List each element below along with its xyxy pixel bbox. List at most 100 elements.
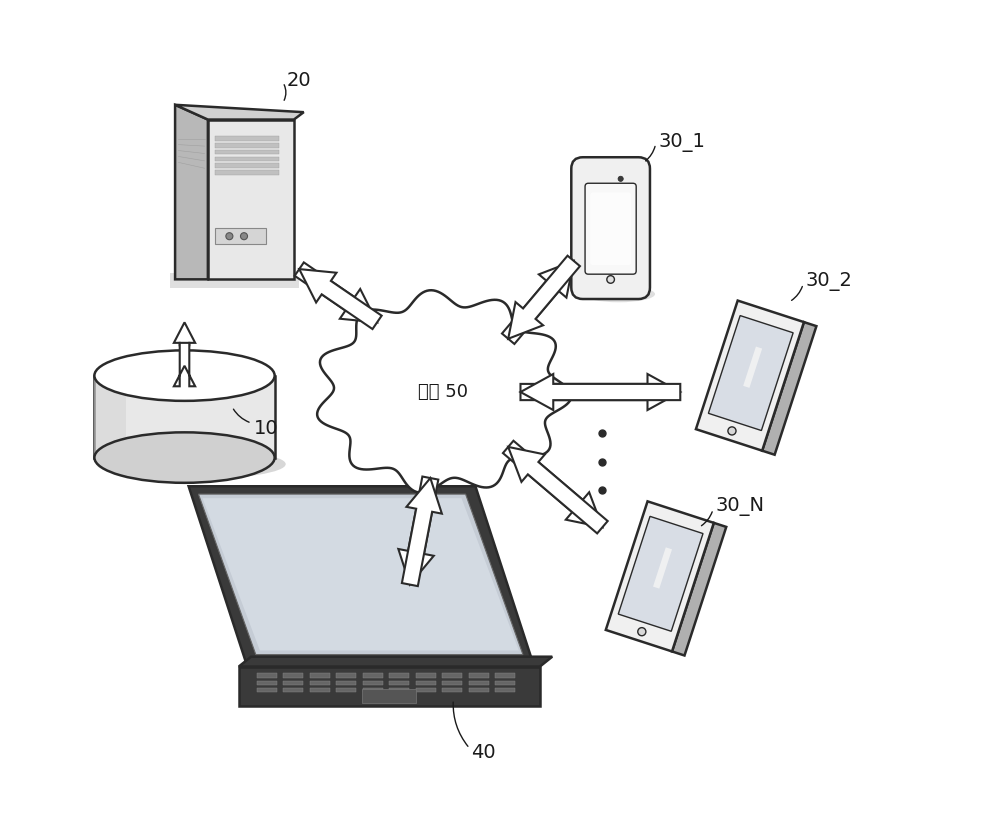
Bar xyxy=(239,667,540,706)
Polygon shape xyxy=(508,256,580,339)
Polygon shape xyxy=(174,323,195,346)
Polygon shape xyxy=(253,666,539,672)
Bar xyxy=(442,688,462,692)
Text: 20: 20 xyxy=(287,71,312,90)
Bar xyxy=(362,689,416,703)
Polygon shape xyxy=(189,486,533,662)
Polygon shape xyxy=(502,261,574,344)
Bar xyxy=(336,688,356,692)
Polygon shape xyxy=(520,374,680,410)
Polygon shape xyxy=(208,120,294,280)
Ellipse shape xyxy=(434,329,558,446)
Bar xyxy=(416,688,436,692)
Bar xyxy=(215,170,279,175)
Bar xyxy=(215,229,266,244)
Circle shape xyxy=(728,427,736,435)
Bar xyxy=(363,688,383,692)
Bar xyxy=(257,673,277,677)
Bar xyxy=(389,681,409,685)
Ellipse shape xyxy=(310,362,405,456)
Polygon shape xyxy=(653,547,672,588)
Bar xyxy=(283,681,303,685)
Circle shape xyxy=(638,628,646,636)
FancyBboxPatch shape xyxy=(571,158,650,299)
Text: 网络 50: 网络 50 xyxy=(418,383,468,401)
Polygon shape xyxy=(402,478,442,586)
Bar xyxy=(469,673,489,677)
Ellipse shape xyxy=(419,307,519,402)
Bar xyxy=(416,673,436,677)
Bar xyxy=(469,681,489,685)
Polygon shape xyxy=(317,290,571,493)
Polygon shape xyxy=(503,441,602,527)
Bar xyxy=(283,673,303,677)
Polygon shape xyxy=(398,477,438,585)
Bar xyxy=(442,673,462,677)
Text: 30_N: 30_N xyxy=(716,497,765,516)
Polygon shape xyxy=(672,523,726,656)
Polygon shape xyxy=(583,288,648,292)
Polygon shape xyxy=(174,343,195,386)
Text: 30_1: 30_1 xyxy=(658,133,705,152)
Bar xyxy=(215,163,279,167)
Bar xyxy=(416,681,436,685)
Bar xyxy=(310,681,330,685)
Ellipse shape xyxy=(367,307,466,402)
Polygon shape xyxy=(175,105,208,280)
Ellipse shape xyxy=(96,449,286,479)
Bar xyxy=(215,136,279,141)
Ellipse shape xyxy=(94,351,275,401)
Bar xyxy=(495,688,515,692)
Bar xyxy=(215,157,279,161)
Bar xyxy=(310,688,330,692)
Ellipse shape xyxy=(377,369,508,472)
Bar xyxy=(363,673,383,677)
Polygon shape xyxy=(295,262,377,323)
Bar xyxy=(389,688,409,692)
Ellipse shape xyxy=(332,390,415,469)
Bar xyxy=(257,688,277,692)
Bar xyxy=(389,673,409,677)
Polygon shape xyxy=(239,657,552,667)
Bar xyxy=(336,681,356,685)
Bar xyxy=(215,150,279,154)
Bar xyxy=(336,673,356,677)
Bar xyxy=(363,681,383,685)
Bar xyxy=(310,673,330,677)
Bar xyxy=(94,375,275,458)
Polygon shape xyxy=(175,105,304,120)
Bar xyxy=(215,144,279,148)
Bar xyxy=(442,681,462,685)
Polygon shape xyxy=(708,316,793,431)
Polygon shape xyxy=(520,374,680,410)
Polygon shape xyxy=(618,516,703,631)
Polygon shape xyxy=(170,273,299,288)
FancyBboxPatch shape xyxy=(590,192,631,265)
Ellipse shape xyxy=(327,329,451,446)
Text: 30_2: 30_2 xyxy=(806,272,853,291)
Bar xyxy=(257,681,277,685)
Polygon shape xyxy=(762,322,816,455)
Bar xyxy=(283,688,303,692)
Ellipse shape xyxy=(583,286,655,302)
Bar xyxy=(469,688,489,692)
Polygon shape xyxy=(299,269,382,329)
Bar xyxy=(495,673,515,677)
Text: 40: 40 xyxy=(471,743,496,762)
Circle shape xyxy=(240,233,248,240)
Polygon shape xyxy=(508,447,608,534)
Ellipse shape xyxy=(365,317,520,468)
Polygon shape xyxy=(743,346,762,388)
Ellipse shape xyxy=(470,390,553,469)
Ellipse shape xyxy=(94,432,275,483)
Polygon shape xyxy=(638,169,648,292)
Text: 10: 10 xyxy=(254,419,279,438)
Polygon shape xyxy=(203,498,519,650)
Bar xyxy=(94,375,126,458)
Polygon shape xyxy=(198,494,523,654)
Circle shape xyxy=(618,177,623,182)
Ellipse shape xyxy=(481,362,576,456)
Polygon shape xyxy=(606,502,714,652)
Bar xyxy=(495,681,515,685)
Circle shape xyxy=(226,233,233,240)
